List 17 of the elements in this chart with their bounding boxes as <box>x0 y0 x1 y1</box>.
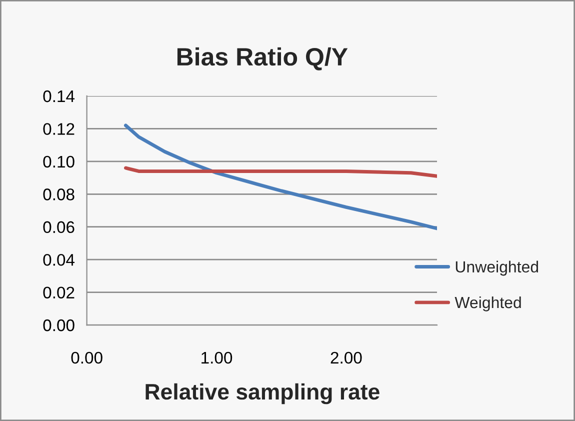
y-tick-label: 0.02 <box>43 286 74 298</box>
y-tick-label: 0.12 <box>43 123 74 135</box>
legend-label: Unweighted <box>456 260 538 276</box>
x-tick-label: 1.00 <box>202 352 232 364</box>
y-tick-label: 0.14 <box>43 90 75 102</box>
y-tick-label: 0.10 <box>43 156 74 168</box>
line-series <box>124 124 437 230</box>
line-series <box>124 166 437 178</box>
y-tick-label: 0.00 <box>43 319 74 332</box>
x-tick-label: 0.00 <box>71 352 102 364</box>
legend-label: Weighted <box>454 296 521 312</box>
y-tick-label: 0.06 <box>43 221 74 234</box>
x-axis-title: Relative sampling rate <box>146 383 380 404</box>
x-tick-label: 2.00 <box>330 352 362 364</box>
y-tick-label: 0.08 <box>43 188 74 200</box>
y-tick-label: 0.04 <box>43 254 75 266</box>
chart-title: Bias Ratio Q/Y <box>177 47 348 70</box>
